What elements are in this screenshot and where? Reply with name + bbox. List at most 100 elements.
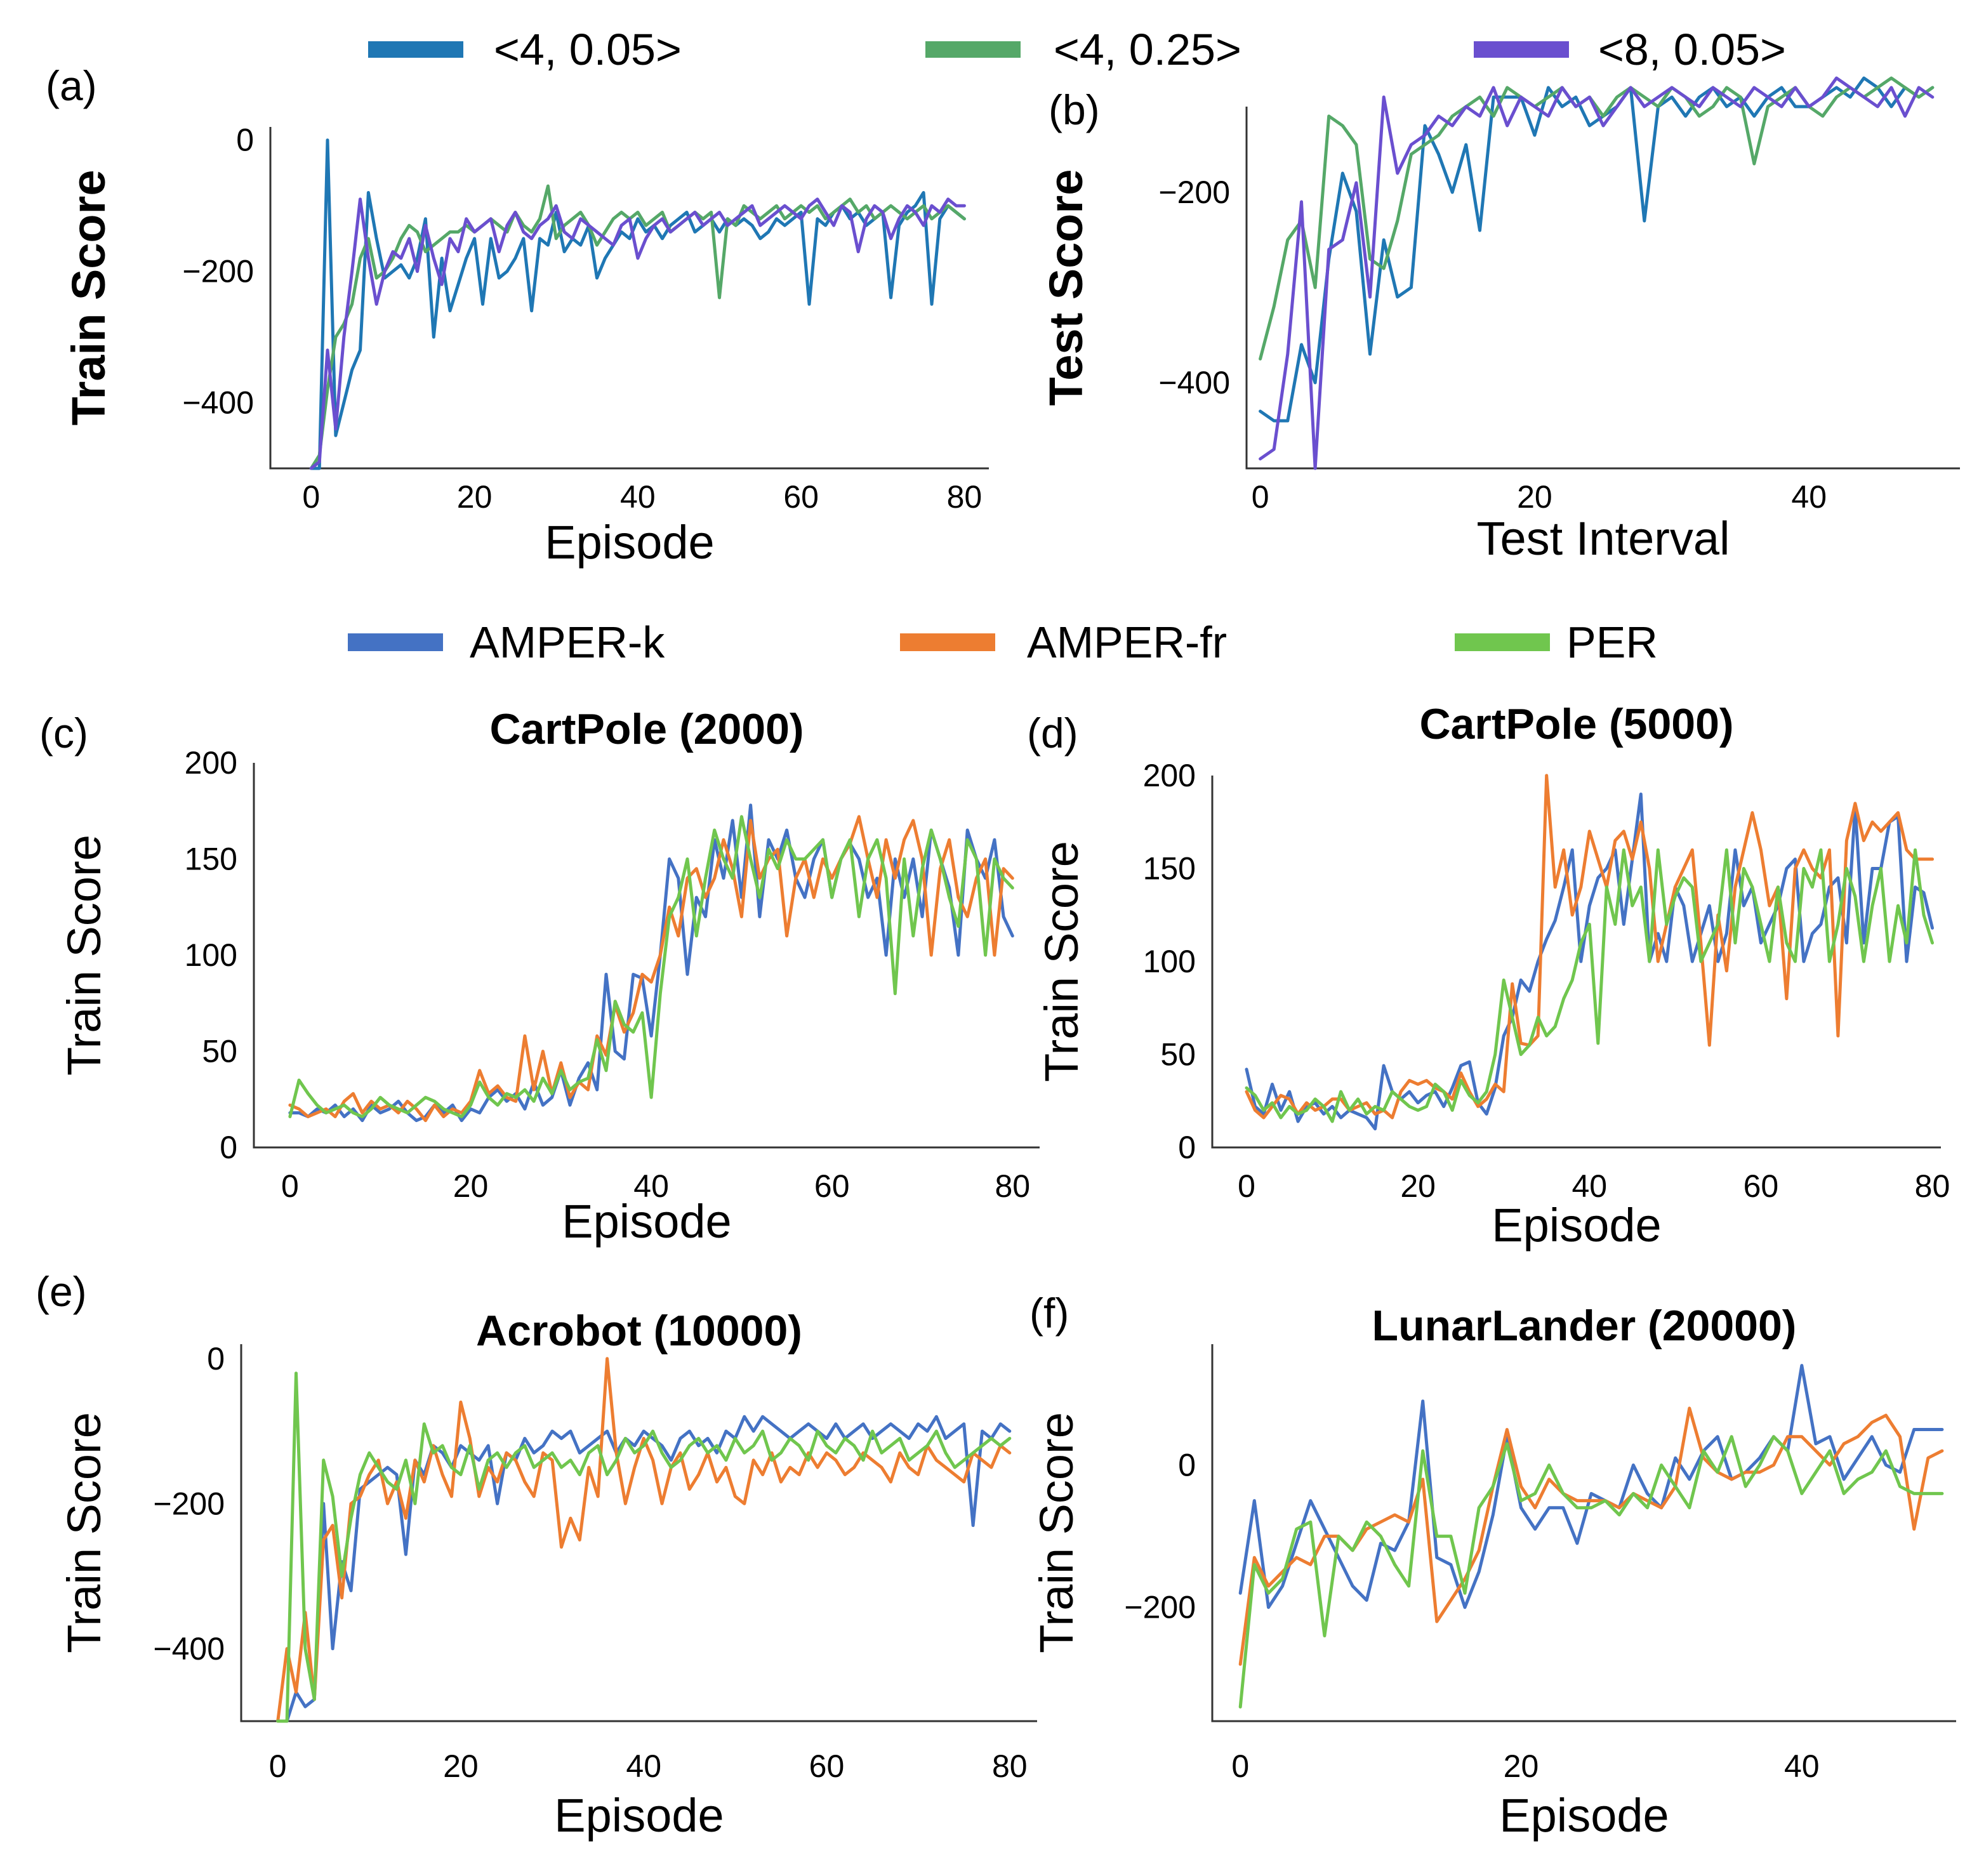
chart-panel: (f) LunarLander (20000) 0 20 40 0 −200 Episode T… <box>1029 1290 1956 1842</box>
y-tick-label: 150 <box>185 842 237 877</box>
x-tick-label: 0 <box>1238 1168 1255 1204</box>
y-tick-label: 50 <box>1160 1037 1196 1073</box>
legend-entry-label: <8, 0.05> <box>1598 25 1786 74</box>
panel-label: (c) <box>39 710 88 756</box>
x-axis-label: Episode <box>1499 1789 1669 1842</box>
y-tick-label: −400 <box>153 1631 225 1667</box>
y-tick-label: 200 <box>1143 758 1196 793</box>
y-tick-label: 0 <box>1178 1130 1196 1165</box>
x-tick-label: 0 <box>269 1748 287 1784</box>
chart-title: CartPole (2000) <box>489 705 804 753</box>
y-tick-label: 0 <box>236 122 254 158</box>
axis-spines <box>1211 1344 1956 1722</box>
chart-panel: (e) Acrobot (10000) 0 20 40 60 80 0 −200 −400 Epis… <box>36 1268 1037 1842</box>
x-tick-label: 0 <box>281 1168 299 1204</box>
chart-panel: (c) CartPole (2000) 0 20 40 60 80 0 50 100 150 200 E… <box>39 705 1040 1248</box>
panel-label: (d) <box>1027 710 1078 756</box>
y-tick-label: −400 <box>182 385 254 421</box>
y-tick-label: 150 <box>1143 851 1196 887</box>
legend-swatch <box>368 41 463 58</box>
x-tick-label: 80 <box>1915 1168 1950 1204</box>
x-tick-label: 80 <box>992 1748 1028 1784</box>
x-tick-label: 0 <box>302 479 320 515</box>
y-tick-label: 0 <box>1178 1448 1196 1483</box>
x-tick-label: 60 <box>1744 1168 1779 1204</box>
legend-swatch <box>348 633 443 651</box>
x-tick-label: 60 <box>783 479 819 515</box>
x-tick-label: 20 <box>1517 479 1552 515</box>
legend-entry-label: <4, 0.05> <box>494 25 682 74</box>
x-tick-label: 80 <box>995 1168 1030 1204</box>
x-tick-label: 40 <box>633 1168 669 1204</box>
x-tick-label: 0 <box>1231 1748 1249 1784</box>
axis-spines <box>1211 776 1941 1149</box>
panel-label: (f) <box>1029 1290 1069 1337</box>
x-tick-label: 40 <box>620 479 656 515</box>
y-axis-label: Train Score <box>62 169 115 425</box>
series-line <box>1245 848 1934 1123</box>
x-tick-label: 20 <box>457 479 493 515</box>
axis-spines <box>1245 107 1960 470</box>
x-axis-label: Test Interval <box>1477 512 1730 565</box>
x-axis-label: Episode <box>1492 1199 1661 1252</box>
series-line <box>276 1371 1012 1723</box>
chart-panel: (a) 0 20 40 60 80 0 −200 −400 Episode Train Score <box>46 62 989 569</box>
y-tick-label: 100 <box>185 937 237 973</box>
x-tick-label: 60 <box>814 1168 850 1204</box>
series-line <box>1238 1406 1944 1666</box>
y-tick-label: 50 <box>202 1034 237 1069</box>
x-tick-label: 40 <box>1784 1748 1820 1784</box>
panel-label: (a) <box>46 62 97 109</box>
y-tick-label: −400 <box>1158 365 1230 400</box>
x-axis-label: Episode <box>554 1789 724 1842</box>
panel-label: (b) <box>1049 86 1100 133</box>
y-tick-label: 100 <box>1143 944 1196 979</box>
chart-title: CartPole (5000) <box>1419 700 1733 748</box>
x-axis-label: Episode <box>545 516 714 569</box>
y-axis-label: Train Score <box>58 835 110 1076</box>
x-tick-label: 40 <box>1572 1168 1607 1204</box>
series-line <box>1259 76 1935 470</box>
axis-spines <box>240 1344 1037 1722</box>
series-line <box>1245 792 1934 1131</box>
legend-bottom: AMPER-k AMPER-fr PER <box>348 618 1658 667</box>
chart-panel: (d) CartPole (5000) 0 20 40 60 80 0 50 100 150 200 E… <box>1027 700 1950 1252</box>
x-tick-label: 20 <box>1504 1748 1539 1784</box>
axis-spines <box>253 763 1040 1149</box>
axis-spines <box>269 127 989 470</box>
legend-swatch <box>925 41 1021 58</box>
x-tick-label: 0 <box>1252 479 1269 515</box>
x-tick-label: 20 <box>1400 1168 1436 1204</box>
chart-panel: (b) 0 20 40 −200 −400 Test Interval Test Score <box>1040 76 1960 565</box>
series-line <box>288 803 1014 1123</box>
y-axis-label: Test Score <box>1040 169 1092 406</box>
series-line <box>1238 1435 1944 1709</box>
x-tick-label: 20 <box>443 1748 479 1784</box>
series-line <box>309 197 966 470</box>
series-line <box>276 1357 1012 1723</box>
y-axis-label: Train Score <box>1035 841 1088 1082</box>
legend-swatch <box>1474 41 1569 58</box>
legend-swatch <box>1455 633 1550 651</box>
legend-swatch <box>900 633 995 651</box>
x-tick-label: 60 <box>809 1748 845 1784</box>
legend-top: <4, 0.05> <4, 0.25> <8, 0.05> <box>368 25 1786 74</box>
y-tick-label: −200 <box>1124 1590 1196 1625</box>
y-tick-label: −200 <box>1158 175 1230 210</box>
y-tick-label: −200 <box>182 254 254 289</box>
series-line <box>309 184 966 470</box>
legend-entry-label: AMPER-fr <box>1027 618 1227 667</box>
y-tick-label: 0 <box>207 1341 225 1377</box>
legend-entry-label: PER <box>1566 618 1658 667</box>
chart-title: Acrobot (10000) <box>476 1307 802 1355</box>
legend-entry-label: AMPER-k <box>470 618 665 667</box>
series-line <box>288 815 1014 1118</box>
y-tick-label: −200 <box>153 1486 225 1521</box>
series-line <box>276 1415 1012 1723</box>
y-tick-label: 200 <box>185 745 237 781</box>
panel-label: (e) <box>36 1268 87 1315</box>
series-line <box>288 815 1014 1123</box>
series-line <box>1259 76 1935 423</box>
y-axis-label: Train Score <box>1030 1412 1083 1653</box>
series-line <box>1238 1364 1944 1609</box>
